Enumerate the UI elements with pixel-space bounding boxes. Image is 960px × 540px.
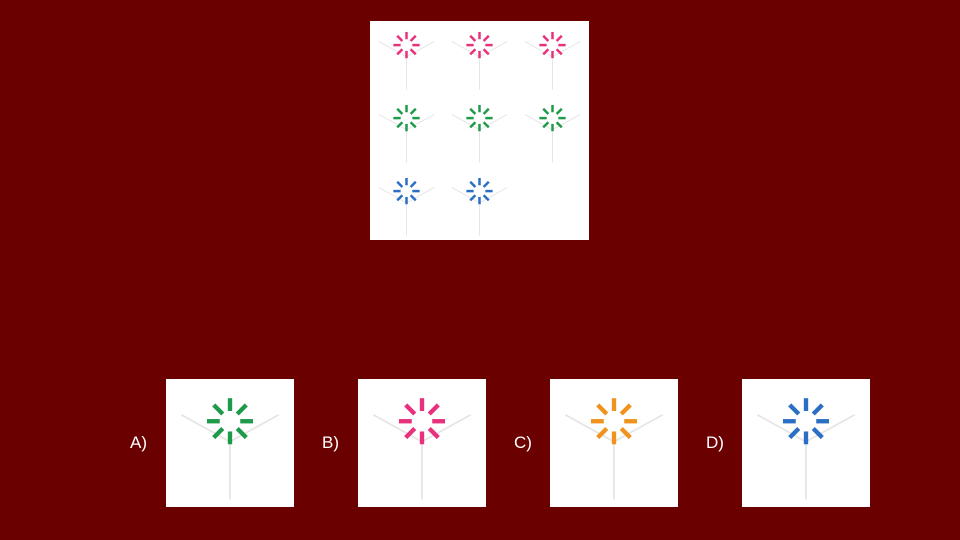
burst-dash [409, 194, 417, 202]
burst-dash [555, 34, 563, 42]
burst-dash [542, 107, 550, 115]
burst-dash [235, 426, 248, 440]
y-frame [451, 40, 508, 90]
y-frame [378, 186, 435, 236]
burst-icon [393, 177, 420, 205]
burst-dash [542, 48, 550, 56]
burst-dash [469, 34, 477, 42]
burst-icon [466, 31, 493, 59]
option-c-box[interactable] [550, 379, 678, 507]
y-frame [756, 414, 856, 500]
burst-dash [469, 180, 477, 188]
burst-icon [539, 104, 566, 132]
burst-dash [811, 426, 824, 440]
burst-dash [596, 403, 609, 416]
burst-dash [482, 107, 490, 115]
burst-dash [396, 107, 404, 115]
question-matrix [370, 21, 589, 240]
matrix-cell-r3c2 [443, 167, 516, 240]
burst-dash [555, 107, 563, 115]
burst-dash [811, 403, 824, 416]
burst-dash [482, 34, 490, 42]
option-c-label: C) [514, 433, 532, 452]
burst-dash [409, 180, 417, 188]
burst-dash [409, 48, 417, 56]
y-frame [180, 414, 280, 500]
burst-dash [469, 121, 477, 129]
burst-dash [212, 403, 225, 416]
burst-icon [782, 398, 830, 445]
burst-dash [212, 426, 225, 440]
y-frame [372, 414, 472, 500]
option-a-box[interactable] [166, 379, 294, 507]
option-a-label: A) [130, 433, 147, 452]
burst-dash [409, 34, 417, 42]
burst-icon [466, 177, 493, 205]
burst-dash [469, 107, 477, 115]
burst-dash [235, 403, 248, 416]
burst-icon [206, 398, 254, 445]
burst-dash [427, 426, 440, 440]
burst-icon [590, 398, 638, 445]
burst-dash [482, 121, 490, 129]
y-frame [451, 186, 508, 236]
matrix-cell-r2c2 [443, 94, 516, 167]
burst-dash [555, 121, 563, 129]
burst-icon [393, 104, 420, 132]
burst-dash [396, 34, 404, 42]
burst-dash [469, 194, 477, 202]
burst-dash [482, 48, 490, 56]
burst-dash [482, 180, 490, 188]
option-d-label: D) [706, 433, 724, 452]
matrix-cell-r1c1 [370, 21, 443, 94]
y-frame [524, 113, 581, 163]
burst-dash [404, 403, 417, 416]
option-b-label: B) [322, 433, 339, 452]
burst-dash [427, 403, 440, 416]
matrix-cell-r1c3 [516, 21, 589, 94]
burst-icon [393, 31, 420, 59]
burst-dash [396, 194, 404, 202]
burst-dash [409, 107, 417, 115]
burst-dash [596, 426, 609, 440]
matrix-cell-r2c1 [370, 94, 443, 167]
matrix-cell-r1c2 [443, 21, 516, 94]
y-frame [524, 40, 581, 90]
matrix-cell-r3c1 [370, 167, 443, 240]
burst-icon [398, 398, 446, 445]
burst-dash [788, 403, 801, 416]
burst-dash [555, 48, 563, 56]
burst-dash [482, 194, 490, 202]
matrix-cell-r2c3 [516, 94, 589, 167]
y-frame [378, 113, 435, 163]
burst-icon [539, 31, 566, 59]
burst-dash [619, 426, 632, 440]
burst-dash [396, 48, 404, 56]
burst-dash [788, 426, 801, 440]
y-frame [451, 113, 508, 163]
option-d-box[interactable] [742, 379, 870, 507]
burst-dash [542, 34, 550, 42]
y-frame [564, 414, 664, 500]
burst-dash [619, 403, 632, 416]
burst-icon [466, 104, 493, 132]
burst-dash [396, 121, 404, 129]
burst-dash [469, 48, 477, 56]
y-frame [378, 40, 435, 90]
burst-dash [409, 121, 417, 129]
burst-dash [396, 180, 404, 188]
option-b-box[interactable] [358, 379, 486, 507]
burst-dash [404, 426, 417, 440]
matrix-cell-missing [516, 167, 589, 240]
burst-dash [542, 121, 550, 129]
